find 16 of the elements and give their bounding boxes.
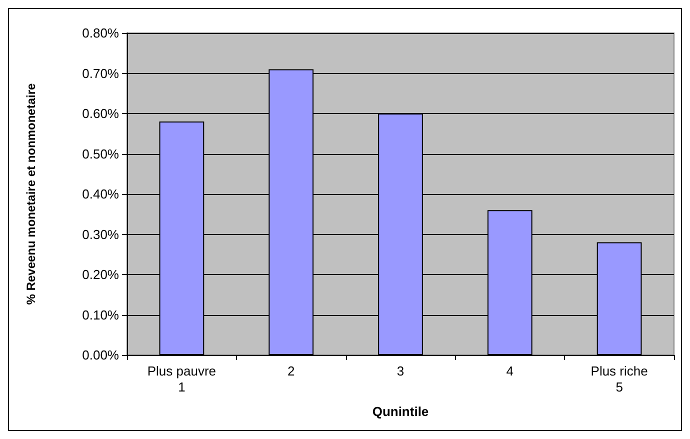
y-tick-label: 0.10% (82, 307, 120, 322)
y-tick-label: 0.50% (82, 146, 120, 162)
y-tick-label: 0.80% (82, 26, 120, 40)
x-tick-label: 3 (396, 364, 404, 378)
y-tick-label: 0.70% (82, 66, 120, 81)
x-tick-label: Plus pauvre 1 (147, 364, 216, 394)
y-tick-label: 0.20% (82, 267, 120, 282)
x-tick-label: Plus riche 5 (590, 364, 648, 394)
y-axis-title: % Reveenu monetaire et nonmonetaire (24, 82, 38, 305)
x-tick-label: 4 (506, 364, 514, 378)
y-tick-label: 0.00% (82, 348, 120, 362)
x-axis-title: Qunintile (372, 404, 429, 419)
y-tick-label: 0.40% (82, 186, 120, 202)
x-tick-label: 2 (287, 364, 295, 378)
y-tick-label: 0.60% (82, 106, 120, 121)
y-tick-label: 0.30% (82, 226, 120, 242)
